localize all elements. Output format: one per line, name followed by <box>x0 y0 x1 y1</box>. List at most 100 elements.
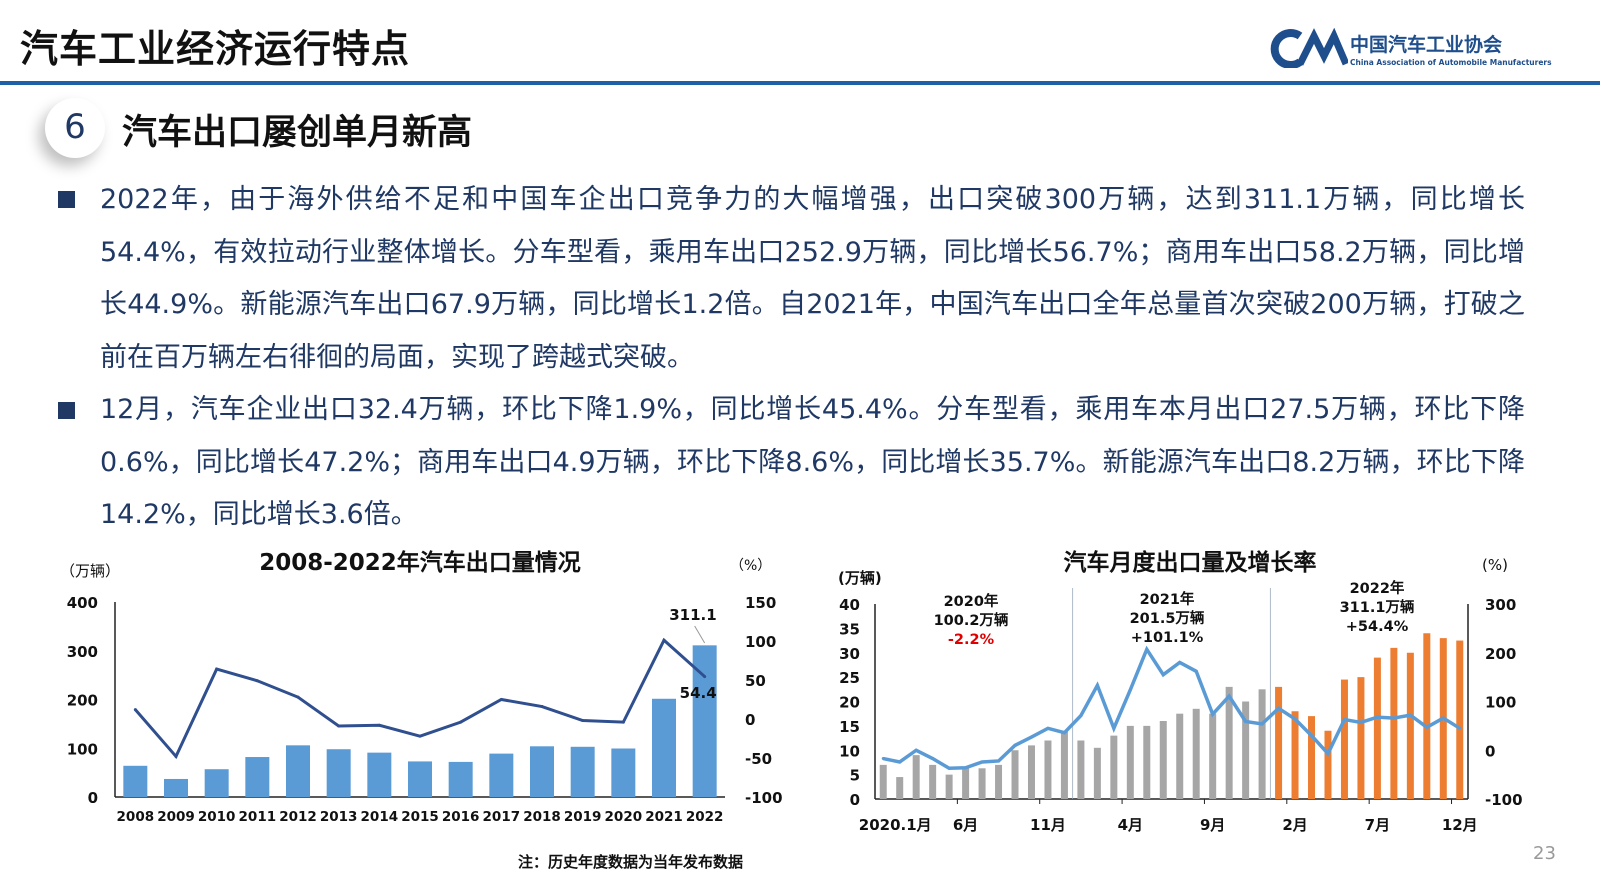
bar <box>367 752 392 797</box>
x-tick-label: 2016 <box>442 809 480 825</box>
bar <box>1110 735 1118 799</box>
line-point <box>459 720 463 724</box>
bullet-square-icon <box>58 191 75 208</box>
y-tick-label: 300 <box>67 643 98 661</box>
x-tick-label: 11月 <box>1030 816 1066 834</box>
line-point <box>1079 714 1083 718</box>
bar <box>1143 725 1151 799</box>
bar <box>929 764 937 799</box>
x-tick-label: 6月 <box>953 816 978 834</box>
line-point <box>1046 726 1050 730</box>
x-tick-label: 2021 <box>645 809 683 825</box>
line-point <box>1392 716 1396 720</box>
y-tick-label: 40 <box>839 596 860 614</box>
bar <box>945 774 953 799</box>
line-point <box>133 708 137 712</box>
bar <box>1060 730 1068 799</box>
bar <box>1308 716 1316 799</box>
y2-axis-unit: (%) <box>1482 556 1508 574</box>
line-point <box>1458 726 1462 730</box>
bar <box>1340 679 1348 799</box>
y-tick-label: 200 <box>67 692 98 710</box>
y-tick-label: 400 <box>67 594 98 612</box>
bar <box>1324 730 1332 799</box>
x-tick-label: 9月 <box>1200 816 1225 834</box>
line-point <box>1211 712 1215 716</box>
y2-tick-label: 100 <box>745 633 776 651</box>
bar <box>530 746 554 797</box>
bar <box>570 746 595 797</box>
x-tick-label: 2010 <box>198 809 236 825</box>
line-point <box>377 723 381 727</box>
y2-tick-label: 50 <box>745 672 766 690</box>
line-point <box>997 759 1001 763</box>
bar <box>1291 711 1299 799</box>
bar <box>1357 677 1365 799</box>
bar <box>164 778 188 797</box>
bar <box>1011 750 1019 799</box>
y2-tick-label: 0 <box>1485 742 1495 760</box>
bar <box>1093 747 1101 799</box>
bar <box>489 753 514 797</box>
y-tick-label: 0 <box>88 789 98 807</box>
x-tick-label: 2015 <box>401 809 439 825</box>
bar <box>1373 657 1381 799</box>
line-point <box>1062 731 1066 735</box>
bar <box>1390 647 1398 799</box>
bar <box>1406 652 1414 799</box>
bar <box>1192 708 1200 799</box>
x-tick-label: 2020.1月 <box>859 816 932 834</box>
line-point <box>881 757 885 761</box>
y-tick-label: 100 <box>67 740 98 758</box>
bar <box>286 745 310 797</box>
line-point <box>581 719 585 723</box>
data-label: 311.1 <box>669 606 716 624</box>
line-point <box>947 766 951 770</box>
y2-tick-label: 0 <box>745 711 755 729</box>
y-axis-unit: (万辆) <box>838 569 882 587</box>
line-point <box>296 695 300 699</box>
bar <box>1275 686 1283 799</box>
bar <box>1258 689 1266 799</box>
annotation-total: 311.1万辆 <box>1340 598 1415 616</box>
monthly-export-chart: 汽车月度出口量及增长率 (万辆) (%) 40 35 30 25 20 15 10 5 0 300… <box>838 549 1523 834</box>
x-tick-label: 12月 <box>1442 816 1478 834</box>
line-point <box>1194 669 1198 673</box>
bullet-square-icon <box>58 402 75 419</box>
line-point <box>1326 752 1330 756</box>
x-tick-label: 7月 <box>1365 816 1390 834</box>
y-tick-label: 15 <box>839 718 860 736</box>
label-leader <box>694 625 706 644</box>
line-point <box>914 748 918 752</box>
line-point <box>499 698 503 701</box>
x-tick-label: 2022 <box>686 809 724 825</box>
y2-tick-label: 300 <box>1485 596 1516 614</box>
bullet-paragraph: 2022年，由于海外供给不足和中国车企出口竞争力的大幅增强，出口突破300万辆，… <box>100 184 1525 373</box>
bar <box>896 777 904 799</box>
x-tick-label: 2014 <box>361 809 399 825</box>
chart-title: 2008-2022年汽车出口量情况 <box>259 549 581 576</box>
bar <box>978 768 986 799</box>
annotation-growth: +101.1% <box>1131 630 1204 646</box>
annotation-growth: -2.2% <box>948 632 995 648</box>
logo-text-en: China Association of Automobile Manufact… <box>1350 58 1552 67</box>
line-point <box>215 667 219 671</box>
x-tick-label: 2017 <box>483 809 521 825</box>
line-point <box>255 679 259 683</box>
bar <box>204 769 229 797</box>
y2-tick-label: -100 <box>1485 791 1523 809</box>
bar <box>611 748 636 797</box>
y-tick-label: 25 <box>839 669 860 687</box>
line-point <box>1310 734 1314 738</box>
line-point <box>1227 694 1231 698</box>
x-tick-label: 2月 <box>1282 816 1307 834</box>
annual-export-chart: 2008-2022年汽车出口量情况 （万辆） （%） 400 300 200 100 0… <box>60 549 783 825</box>
y-tick-label: 35 <box>839 620 860 638</box>
bar <box>1176 713 1184 799</box>
x-tick-label: 2013 <box>320 809 358 825</box>
line-point <box>1013 743 1017 747</box>
annotation-total: 201.5万辆 <box>1130 609 1205 627</box>
line-point <box>418 734 422 738</box>
bar <box>1077 740 1085 799</box>
bar <box>326 749 351 797</box>
